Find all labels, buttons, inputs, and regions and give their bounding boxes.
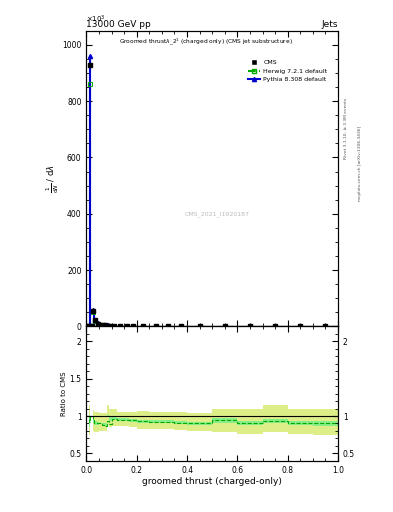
Text: 13000 GeV pp: 13000 GeV pp — [86, 19, 151, 29]
Legend: CMS, Herwig 7.2.1 default, Pythia 8.308 default: CMS, Herwig 7.2.1 default, Pythia 8.308 … — [245, 57, 330, 85]
X-axis label: groomed thrust (charged-only): groomed thrust (charged-only) — [142, 477, 282, 486]
Y-axis label: $\frac{1}{\mathrm{d}N}$ / $\mathrm{d}\lambda$: $\frac{1}{\mathrm{d}N}$ / $\mathrm{d}\la… — [44, 164, 61, 193]
Text: $\times10^{3}$: $\times10^{3}$ — [86, 13, 106, 25]
Text: CMS_2021_I1920187: CMS_2021_I1920187 — [185, 211, 250, 217]
Text: Groomed thrust$\lambda\_2^1$ (charged only) (CMS jet substructure): Groomed thrust$\lambda\_2^1$ (charged on… — [119, 37, 293, 47]
Text: Jets: Jets — [321, 19, 338, 29]
Text: mcplots.cern.ch [arXiv:1306.3436]: mcplots.cern.ch [arXiv:1306.3436] — [358, 126, 362, 201]
Text: Rivet 3.1.10, ≥ 3.3M events: Rivet 3.1.10, ≥ 3.3M events — [344, 97, 348, 159]
Y-axis label: Ratio to CMS: Ratio to CMS — [61, 371, 67, 416]
